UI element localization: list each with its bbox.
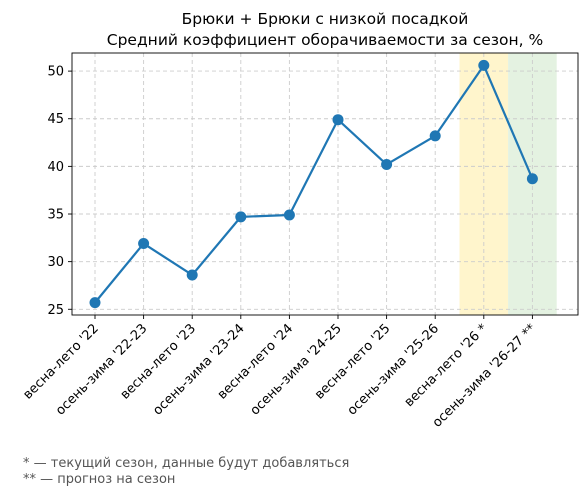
- x-tick-label-1: осень-зима '22-23: [53, 321, 150, 418]
- y-tick-label-3: 40: [47, 160, 64, 175]
- grid-lines: [72, 53, 578, 315]
- data-point-8: [478, 59, 490, 71]
- data-point-9: [526, 173, 538, 185]
- data-point-5: [332, 114, 344, 126]
- data-point-6: [381, 158, 393, 170]
- series-line: [89, 59, 538, 309]
- y-tick-label-5: 50: [47, 65, 64, 80]
- highlight-band-0: [459, 53, 509, 315]
- data-point-0: [89, 297, 101, 309]
- y-tick-label-4: 45: [47, 112, 64, 127]
- chart-subtitle: Средний коэффициент оборачиваемости за с…: [107, 31, 543, 49]
- x-tick-label-8: весна-лето '26 *: [402, 321, 491, 410]
- footnote-current-season: * — текущий сезон, данные будут добавлят…: [23, 456, 350, 471]
- x-tick-label-7: осень-зима '25-26: [345, 321, 442, 418]
- series-line-0: [94, 64, 534, 304]
- y-tick-label-1: 30: [47, 255, 64, 270]
- data-point-3: [235, 211, 247, 223]
- plot-frame: [71, 52, 579, 316]
- data-point-4: [283, 209, 295, 221]
- chart-title: Брюки + Брюки с низкой посадкой: [182, 10, 469, 28]
- y-tick-label-0: 25: [47, 303, 64, 318]
- y-tick-label-2: 35: [47, 208, 64, 223]
- footnote-forecast: ** — прогноз на сезон: [23, 472, 176, 487]
- x-tick-label-5: осень-зима '24-25: [248, 321, 345, 418]
- data-point-2: [186, 269, 198, 281]
- x-tick-label-3: осень-зима '23-24: [150, 321, 247, 418]
- data-point-1: [138, 238, 150, 250]
- highlight-bands: [459, 53, 557, 315]
- data-point-7: [429, 130, 441, 142]
